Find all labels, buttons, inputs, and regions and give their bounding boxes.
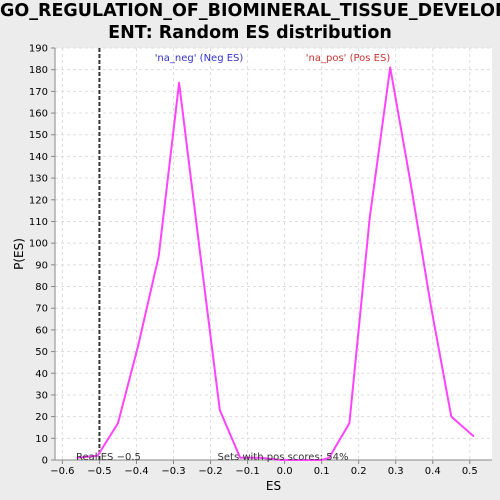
y-ticks: 0 10 20 30 40 50 60 70 80 90 100 110 120 130 140 150 160… — [29, 44, 55, 467]
y-tick-label: 60 — [35, 325, 48, 336]
data-point — [259, 457, 262, 459]
x-ticks: −0.6 −0.5 −0.4 −0.3 −0.2 −0.1 0.0 0.1 0.2 0.3 0.4 0… — [50, 460, 478, 477]
chart-title-line-2: ENT: Random ES distribution — [108, 23, 392, 43]
neg-es-label: 'na_neg' (Neg ES) — [155, 53, 244, 64]
data-point — [157, 255, 160, 257]
data-point — [178, 81, 180, 84]
data-point — [198, 246, 201, 249]
y-tick-label: 120 — [29, 195, 48, 206]
y-tick-label: 170 — [29, 87, 48, 98]
data-point — [409, 181, 412, 184]
data-point — [348, 422, 351, 424]
data-point — [239, 457, 241, 459]
x-tick-label: 0.4 — [425, 466, 441, 477]
data-point — [117, 422, 119, 424]
data-point — [368, 216, 371, 218]
y-tick-label: 0 — [42, 456, 48, 467]
x-axis-label: ES — [266, 479, 281, 493]
x-tick-label: −0.4 — [124, 466, 148, 477]
y-tick-label: 110 — [29, 217, 48, 228]
data-point — [137, 344, 140, 346]
y-tick-label: 30 — [35, 390, 48, 401]
data-point — [472, 435, 475, 437]
chart-title: GO_REGULATION_OF_BIOMINERAL_TISSUE_DEVEL… — [0, 0, 500, 44]
series-layer — [76, 66, 475, 461]
y-tick-label: 140 — [29, 152, 48, 163]
x-tick-label: 0.3 — [388, 466, 404, 477]
data-point — [450, 415, 453, 418]
data-point — [76, 457, 79, 459]
data-point — [300, 459, 303, 461]
chart-title-line-1: GO_REGULATION_OF_BIOMINERAL_TISSUE_DEVEL… — [0, 1, 500, 21]
x-tick-label: 0.2 — [351, 466, 367, 477]
x-tick-label: 0.0 — [277, 466, 293, 477]
data-point — [96, 454, 99, 457]
y-tick-label: 50 — [35, 347, 48, 358]
y-tick-label: 20 — [35, 412, 48, 423]
data-point — [389, 66, 391, 69]
y-tick-label: 40 — [35, 369, 48, 380]
x-tick-label: 0.1 — [314, 466, 330, 477]
plot-area — [55, 48, 492, 460]
y-tick-label: 10 — [35, 434, 48, 445]
x-tick-label: −0.6 — [50, 466, 74, 477]
x-tick-label: 0.5 — [462, 466, 478, 477]
real-es-annotation: Real ES −0.5 — [76, 452, 141, 463]
y-tick-label: 180 — [29, 65, 48, 76]
y-tick-label: 80 — [35, 282, 48, 293]
y-tick-label: 100 — [29, 239, 48, 250]
pos-es-label: 'na_pos' (Pos ES) — [306, 53, 391, 64]
y-axis-label: P(ES) — [12, 238, 26, 270]
y-tick-label: 160 — [29, 109, 48, 120]
data-point — [328, 457, 330, 459]
data-point — [219, 409, 221, 411]
x-tick-label: −0.3 — [161, 466, 185, 477]
data-point — [430, 305, 432, 307]
sets-pos-annotation: Sets with pos scores: 54% — [218, 452, 349, 463]
y-tick-label: 130 — [29, 174, 48, 185]
data-point — [280, 459, 282, 461]
y-tick-label: 70 — [35, 304, 48, 315]
x-tick-label: −0.2 — [198, 466, 222, 477]
x-tick-label: −0.5 — [87, 466, 111, 477]
y-tick-label: 190 — [29, 44, 48, 55]
x-tick-label: −0.1 — [235, 466, 259, 477]
y-tick-label: 150 — [29, 130, 48, 141]
data-point — [320, 459, 323, 461]
y-tick-label: 90 — [35, 260, 48, 271]
